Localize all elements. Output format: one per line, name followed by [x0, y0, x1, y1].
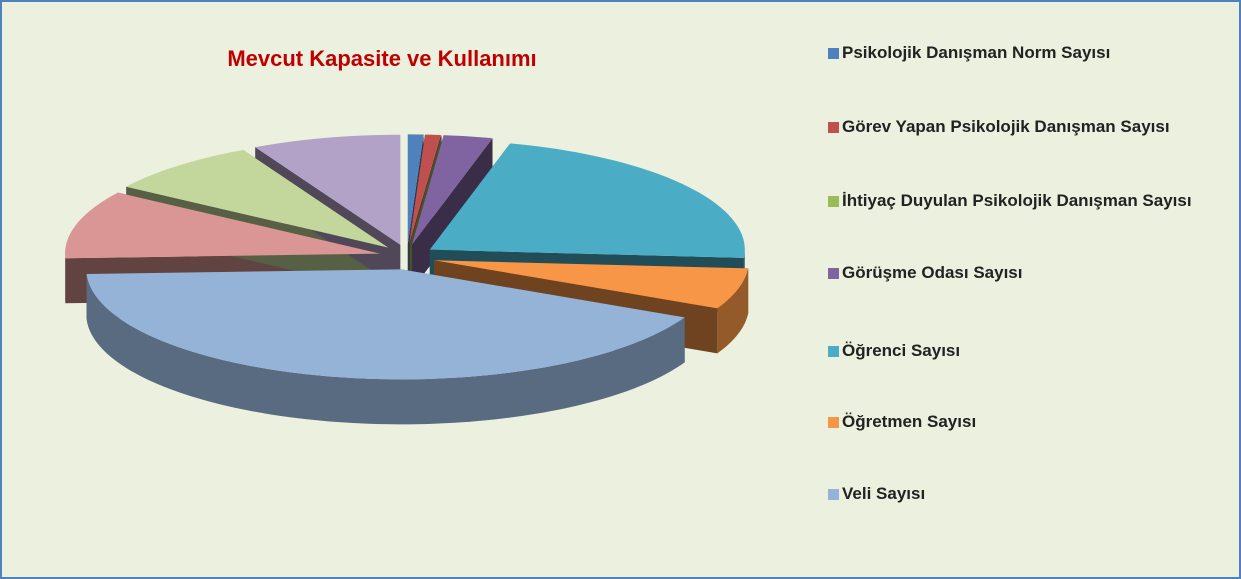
pie-slice — [412, 135, 493, 245]
pie-slice — [407, 134, 424, 245]
legend-entry: Veli Sayısı — [828, 479, 1232, 509]
legend-entry: Öğrenci Sayısı — [828, 336, 1232, 366]
pie-slice — [429, 143, 745, 258]
legend-entry: Görev Yapan Psikolojik Danışman Sayısı — [828, 112, 1232, 142]
pie-slice — [126, 149, 389, 248]
legend-label: Öğrenci Sayısı — [842, 341, 961, 360]
legend-label: Görev Yapan Psikolojik Danışman Sayısı — [842, 117, 1170, 136]
pie-slice — [86, 269, 685, 380]
pie-slice — [255, 134, 401, 245]
legend-swatch — [828, 417, 839, 428]
chart-title: Mevcut Kapasite ve Kullanımı — [227, 46, 537, 71]
legend-label: Görüşme Odası Sayısı — [842, 263, 1023, 282]
legend-label: Öğretmen Sayısı — [842, 412, 977, 431]
pie-area — [65, 134, 749, 425]
legend-entry: Psikolojik Danışman Norm Sayısı — [828, 38, 1232, 68]
slice-wall — [717, 268, 749, 354]
legend-swatch — [828, 346, 839, 357]
pie-slice — [434, 260, 749, 309]
legend-swatch — [828, 268, 839, 279]
legend-swatch — [828, 196, 839, 207]
legend-swatch — [828, 48, 839, 59]
legend-entry: Görüşme Odası Sayısı — [828, 258, 1232, 288]
legend-entry: Öğretmen Sayısı — [828, 407, 1232, 437]
legend-swatch — [828, 489, 839, 500]
slice-wall — [86, 274, 685, 425]
legend-label: Psikolojik Danışman Norm Sayısı — [842, 43, 1111, 62]
pie-slice — [409, 134, 441, 245]
legend-label: Veli Sayısı — [842, 484, 926, 503]
pie-slice — [65, 192, 381, 259]
legend-swatch — [828, 122, 839, 133]
legend-label: İhtiyaç Duyulan Psikolojik Danışman Sayı… — [842, 191, 1192, 210]
legend-entry: İhtiyaç Duyulan Psikolojik Danışman Sayı… — [828, 186, 1232, 216]
